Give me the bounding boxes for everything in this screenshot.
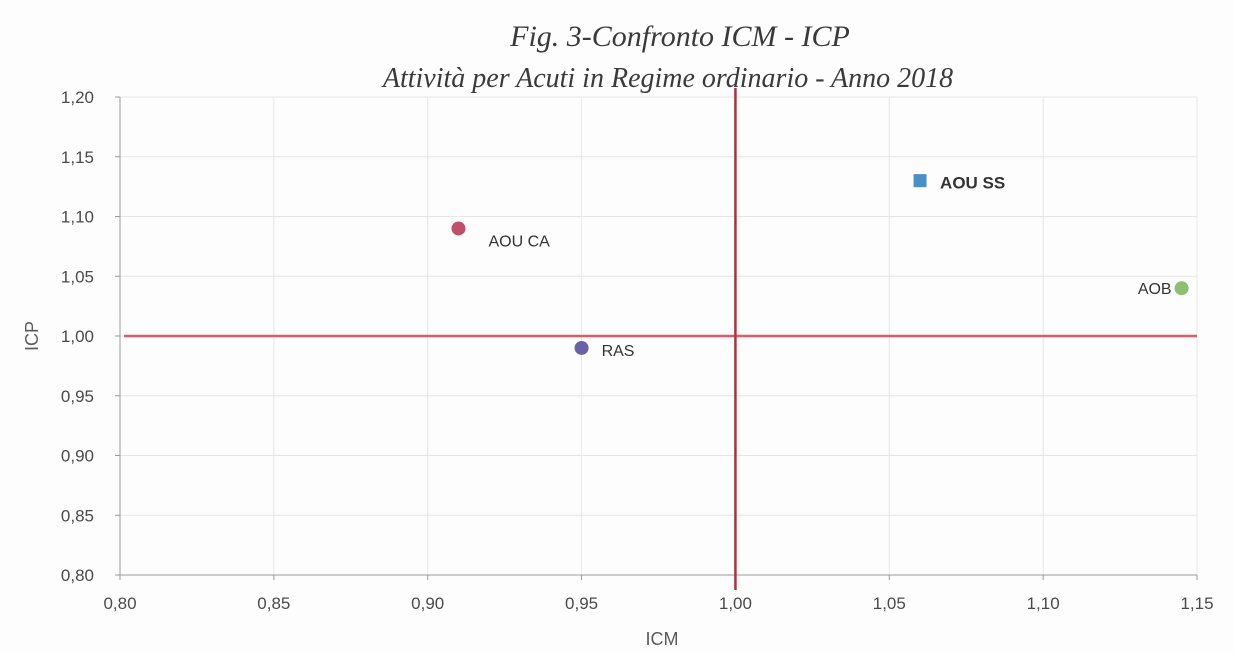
- x-tick-label: 1,15: [1180, 594, 1213, 613]
- x-tick-label: 0,90: [411, 594, 444, 613]
- y-tick-label: 1,10: [61, 208, 94, 227]
- y-tick-label: 0,80: [61, 566, 94, 585]
- x-tick-label: 1,10: [1027, 594, 1060, 613]
- data-label-ras: RAS: [602, 343, 635, 360]
- y-tick-label: 1,20: [61, 88, 94, 107]
- y-tick-label: 1,00: [61, 327, 94, 346]
- plot-area: 0,80 0,85 0,90 0,95 1,00 1,05 1,10 1,15 0,80 0,85…: [61, 88, 1214, 613]
- chart-title: Fig. 3-Confronto ICM - ICP: [509, 20, 850, 53]
- x-tick-label: 0,95: [565, 594, 598, 613]
- y-tick-label: 1,15: [61, 148, 94, 167]
- x-tick-label: 1,05: [873, 594, 906, 613]
- y-tick-label: 1,05: [61, 267, 94, 286]
- x-tick-label: 0,80: [103, 594, 136, 613]
- data-point-aob: [1174, 281, 1189, 296]
- data-point-ras: [574, 340, 589, 355]
- y-tick-label: 0,90: [61, 447, 94, 466]
- x-tick-label: 0,85: [257, 594, 290, 613]
- chart-subtitle: Attività per Acuti in Regime ordinario -…: [381, 63, 953, 94]
- y-axis-label: ICP: [22, 321, 42, 351]
- x-axis-label: ICM: [646, 629, 679, 649]
- y-tick-label: 0,95: [61, 387, 94, 406]
- x-tick-label: 1,00: [719, 594, 752, 613]
- y-tick-label: 0,85: [61, 506, 94, 525]
- data-point-aou-ss: [913, 174, 927, 188]
- data-point-aou-ca: [451, 221, 466, 236]
- data-label-aob: AOB: [1138, 281, 1172, 298]
- data-label-aou-ca: AOU CA: [488, 233, 550, 250]
- data-label-aou-ss: AOU SS: [940, 174, 1005, 193]
